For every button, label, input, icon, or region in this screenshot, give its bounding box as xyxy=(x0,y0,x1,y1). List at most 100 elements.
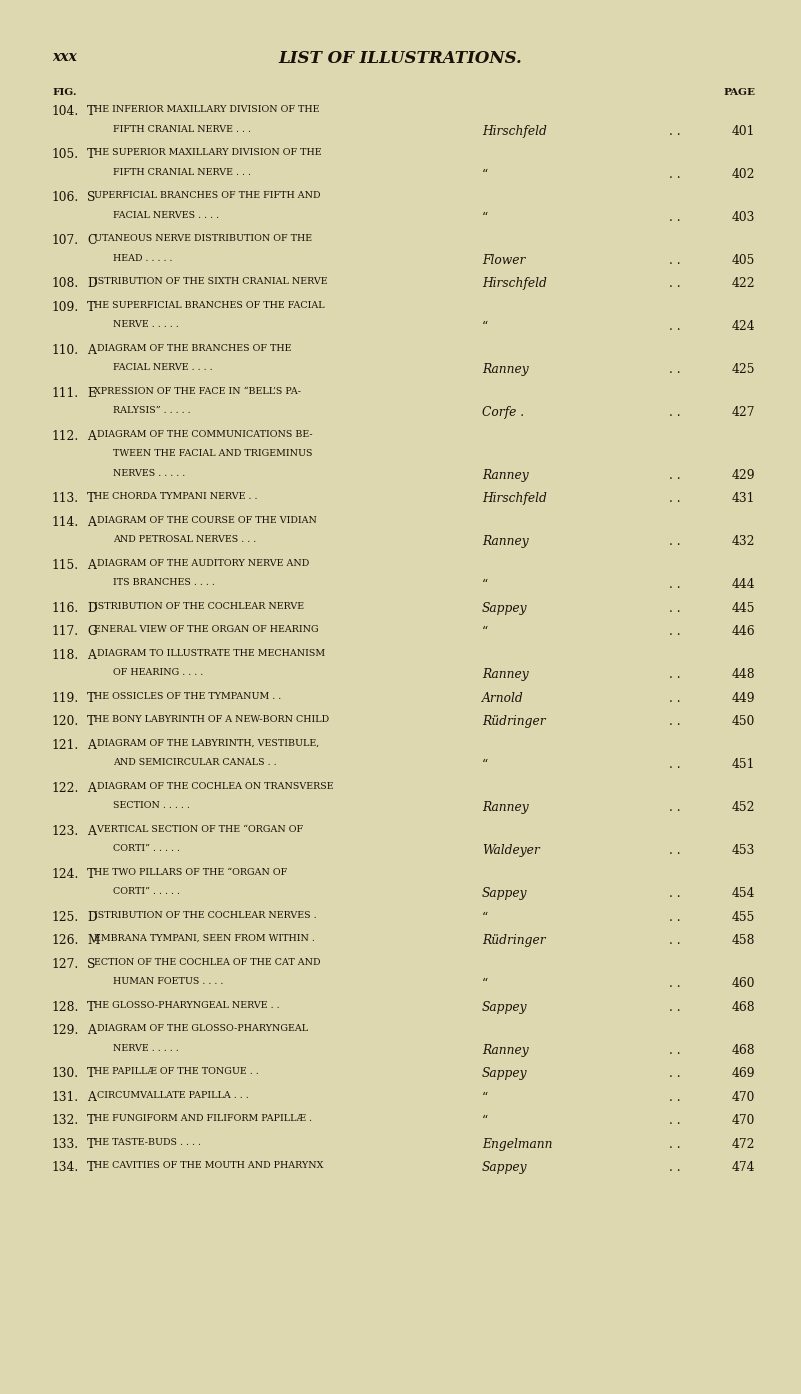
Text: HE TWO PILLARS OF THE “ORGAN OF: HE TWO PILLARS OF THE “ORGAN OF xyxy=(95,867,288,877)
Text: DIAGRAM OF THE BRANCHES OF THE: DIAGRAM OF THE BRANCHES OF THE xyxy=(95,343,292,353)
Text: Sappey: Sappey xyxy=(482,601,528,615)
Text: DIAGRAM OF THE LABYRINTH, VESTIBULE,: DIAGRAM OF THE LABYRINTH, VESTIBULE, xyxy=(95,739,320,747)
Text: T: T xyxy=(87,148,95,160)
Text: Waldeyer: Waldeyer xyxy=(482,843,540,857)
Text: . .: . . xyxy=(669,468,681,481)
Text: A: A xyxy=(87,516,96,528)
Text: T: T xyxy=(87,1001,95,1013)
Text: Ranney: Ranney xyxy=(482,802,529,814)
Text: ISTRIBUTION OF THE COCHLEAR NERVES .: ISTRIBUTION OF THE COCHLEAR NERVES . xyxy=(95,910,317,920)
Text: . .: . . xyxy=(669,1001,681,1013)
Text: ECTION OF THE COCHLEA OF THE CAT AND: ECTION OF THE COCHLEA OF THE CAT AND xyxy=(95,958,321,966)
Text: 401: 401 xyxy=(731,124,755,138)
Text: 424: 424 xyxy=(731,321,755,333)
Text: FIFTH CRANIAL NERVE . . .: FIFTH CRANIAL NERVE . . . xyxy=(113,167,251,177)
Text: A: A xyxy=(87,559,96,572)
Text: D: D xyxy=(87,601,97,615)
Text: A: A xyxy=(87,648,96,662)
Text: . .: . . xyxy=(669,406,681,420)
Text: “: “ xyxy=(482,579,489,591)
Text: XPRESSION OF THE FACE IN “BELL’S PA-: XPRESSION OF THE FACE IN “BELL’S PA- xyxy=(95,386,301,396)
Text: 134.: 134. xyxy=(52,1161,79,1174)
Text: FACIAL NERVES . . . .: FACIAL NERVES . . . . xyxy=(113,210,219,219)
Text: Sappey: Sappey xyxy=(482,1066,528,1080)
Text: 133.: 133. xyxy=(52,1138,79,1150)
Text: 450: 450 xyxy=(731,715,755,728)
Text: . .: . . xyxy=(669,535,681,548)
Text: 125.: 125. xyxy=(52,910,79,923)
Text: NERVE . . . . .: NERVE . . . . . xyxy=(113,1044,179,1052)
Text: 425: 425 xyxy=(731,362,755,376)
Text: FIFTH CRANIAL NERVE . . .: FIFTH CRANIAL NERVE . . . xyxy=(113,124,251,134)
Text: . .: . . xyxy=(669,362,681,376)
Text: Flower: Flower xyxy=(482,254,525,266)
Text: . .: . . xyxy=(669,124,681,138)
Text: T: T xyxy=(87,1161,95,1174)
Text: 448: 448 xyxy=(731,668,755,682)
Text: UTANEOUS NERVE DISTRIBUTION OF THE: UTANEOUS NERVE DISTRIBUTION OF THE xyxy=(95,234,312,243)
Text: 116.: 116. xyxy=(52,601,79,615)
Text: . .: . . xyxy=(669,887,681,901)
Text: 468: 468 xyxy=(731,1001,755,1013)
Text: HEAD . . . . .: HEAD . . . . . xyxy=(113,254,172,262)
Text: RALYSIS” . . . . .: RALYSIS” . . . . . xyxy=(113,406,191,415)
Text: T: T xyxy=(87,715,95,728)
Text: . .: . . xyxy=(669,1044,681,1057)
Text: HE GLOSSO-PHARYNGEAL NERVE . .: HE GLOSSO-PHARYNGEAL NERVE . . xyxy=(95,1001,280,1009)
Text: A: A xyxy=(87,1090,96,1104)
Text: Sappey: Sappey xyxy=(482,887,528,901)
Text: 113.: 113. xyxy=(52,492,79,505)
Text: 115.: 115. xyxy=(52,559,79,572)
Text: 109.: 109. xyxy=(52,301,79,314)
Text: Arnold: Arnold xyxy=(482,691,524,704)
Text: . .: . . xyxy=(669,210,681,223)
Text: . .: . . xyxy=(669,321,681,333)
Text: FIG.: FIG. xyxy=(52,88,77,98)
Text: 121.: 121. xyxy=(52,739,79,751)
Text: EMBRANA TYMPANI, SEEN FROM WITHIN .: EMBRANA TYMPANI, SEEN FROM WITHIN . xyxy=(95,934,316,942)
Text: 129.: 129. xyxy=(52,1025,79,1037)
Text: A: A xyxy=(87,1025,96,1037)
Text: . .: . . xyxy=(669,910,681,923)
Text: 123.: 123. xyxy=(52,824,79,838)
Text: 469: 469 xyxy=(731,1066,755,1080)
Text: T: T xyxy=(87,691,95,704)
Text: 126.: 126. xyxy=(52,934,79,947)
Text: T: T xyxy=(87,301,95,314)
Text: TWEEN THE FACIAL AND TRIGEMINUS: TWEEN THE FACIAL AND TRIGEMINUS xyxy=(113,449,312,459)
Text: DIAGRAM OF THE COCHLEA ON TRANSVERSE: DIAGRAM OF THE COCHLEA ON TRANSVERSE xyxy=(95,782,334,790)
Text: . .: . . xyxy=(669,492,681,505)
Text: G: G xyxy=(87,625,97,638)
Text: 455: 455 xyxy=(731,910,755,923)
Text: “: “ xyxy=(482,1090,489,1104)
Text: HE CHORDA TYMPANI NERVE . .: HE CHORDA TYMPANI NERVE . . xyxy=(95,492,258,500)
Text: Rüdringer: Rüdringer xyxy=(482,715,545,728)
Text: “: “ xyxy=(482,167,489,180)
Text: HE OSSICLES OF THE TYMPANUM . .: HE OSSICLES OF THE TYMPANUM . . xyxy=(95,691,282,701)
Text: 453: 453 xyxy=(731,843,755,857)
Text: S: S xyxy=(87,191,95,204)
Text: LIST OF ILLUSTRATIONS.: LIST OF ILLUSTRATIONS. xyxy=(279,50,522,67)
Text: HE CAVITIES OF THE MOUTH AND PHARYNX: HE CAVITIES OF THE MOUTH AND PHARYNX xyxy=(95,1161,324,1170)
Text: 104.: 104. xyxy=(52,105,79,118)
Text: FACIAL NERVE . . . .: FACIAL NERVE . . . . xyxy=(113,362,212,372)
Text: . .: . . xyxy=(669,579,681,591)
Text: 107.: 107. xyxy=(52,234,79,247)
Text: C: C xyxy=(87,234,96,247)
Text: HE FUNGIFORM AND FILIFORM PAPILLÆ .: HE FUNGIFORM AND FILIFORM PAPILLÆ . xyxy=(95,1114,312,1124)
Text: . .: . . xyxy=(669,977,681,990)
Text: 431: 431 xyxy=(731,492,755,505)
Text: “: “ xyxy=(482,321,489,333)
Text: “: “ xyxy=(482,977,489,990)
Text: . .: . . xyxy=(669,715,681,728)
Text: ITS BRANCHES . . . .: ITS BRANCHES . . . . xyxy=(113,579,215,587)
Text: A: A xyxy=(87,429,96,442)
Text: A: A xyxy=(87,343,96,357)
Text: . .: . . xyxy=(669,1138,681,1150)
Text: 449: 449 xyxy=(731,691,755,704)
Text: xxx: xxx xyxy=(52,50,77,64)
Text: 130.: 130. xyxy=(52,1066,79,1080)
Text: 458: 458 xyxy=(731,934,755,947)
Text: DIAGRAM OF THE COMMUNICATIONS BE-: DIAGRAM OF THE COMMUNICATIONS BE- xyxy=(95,429,313,439)
Text: T: T xyxy=(87,492,95,505)
